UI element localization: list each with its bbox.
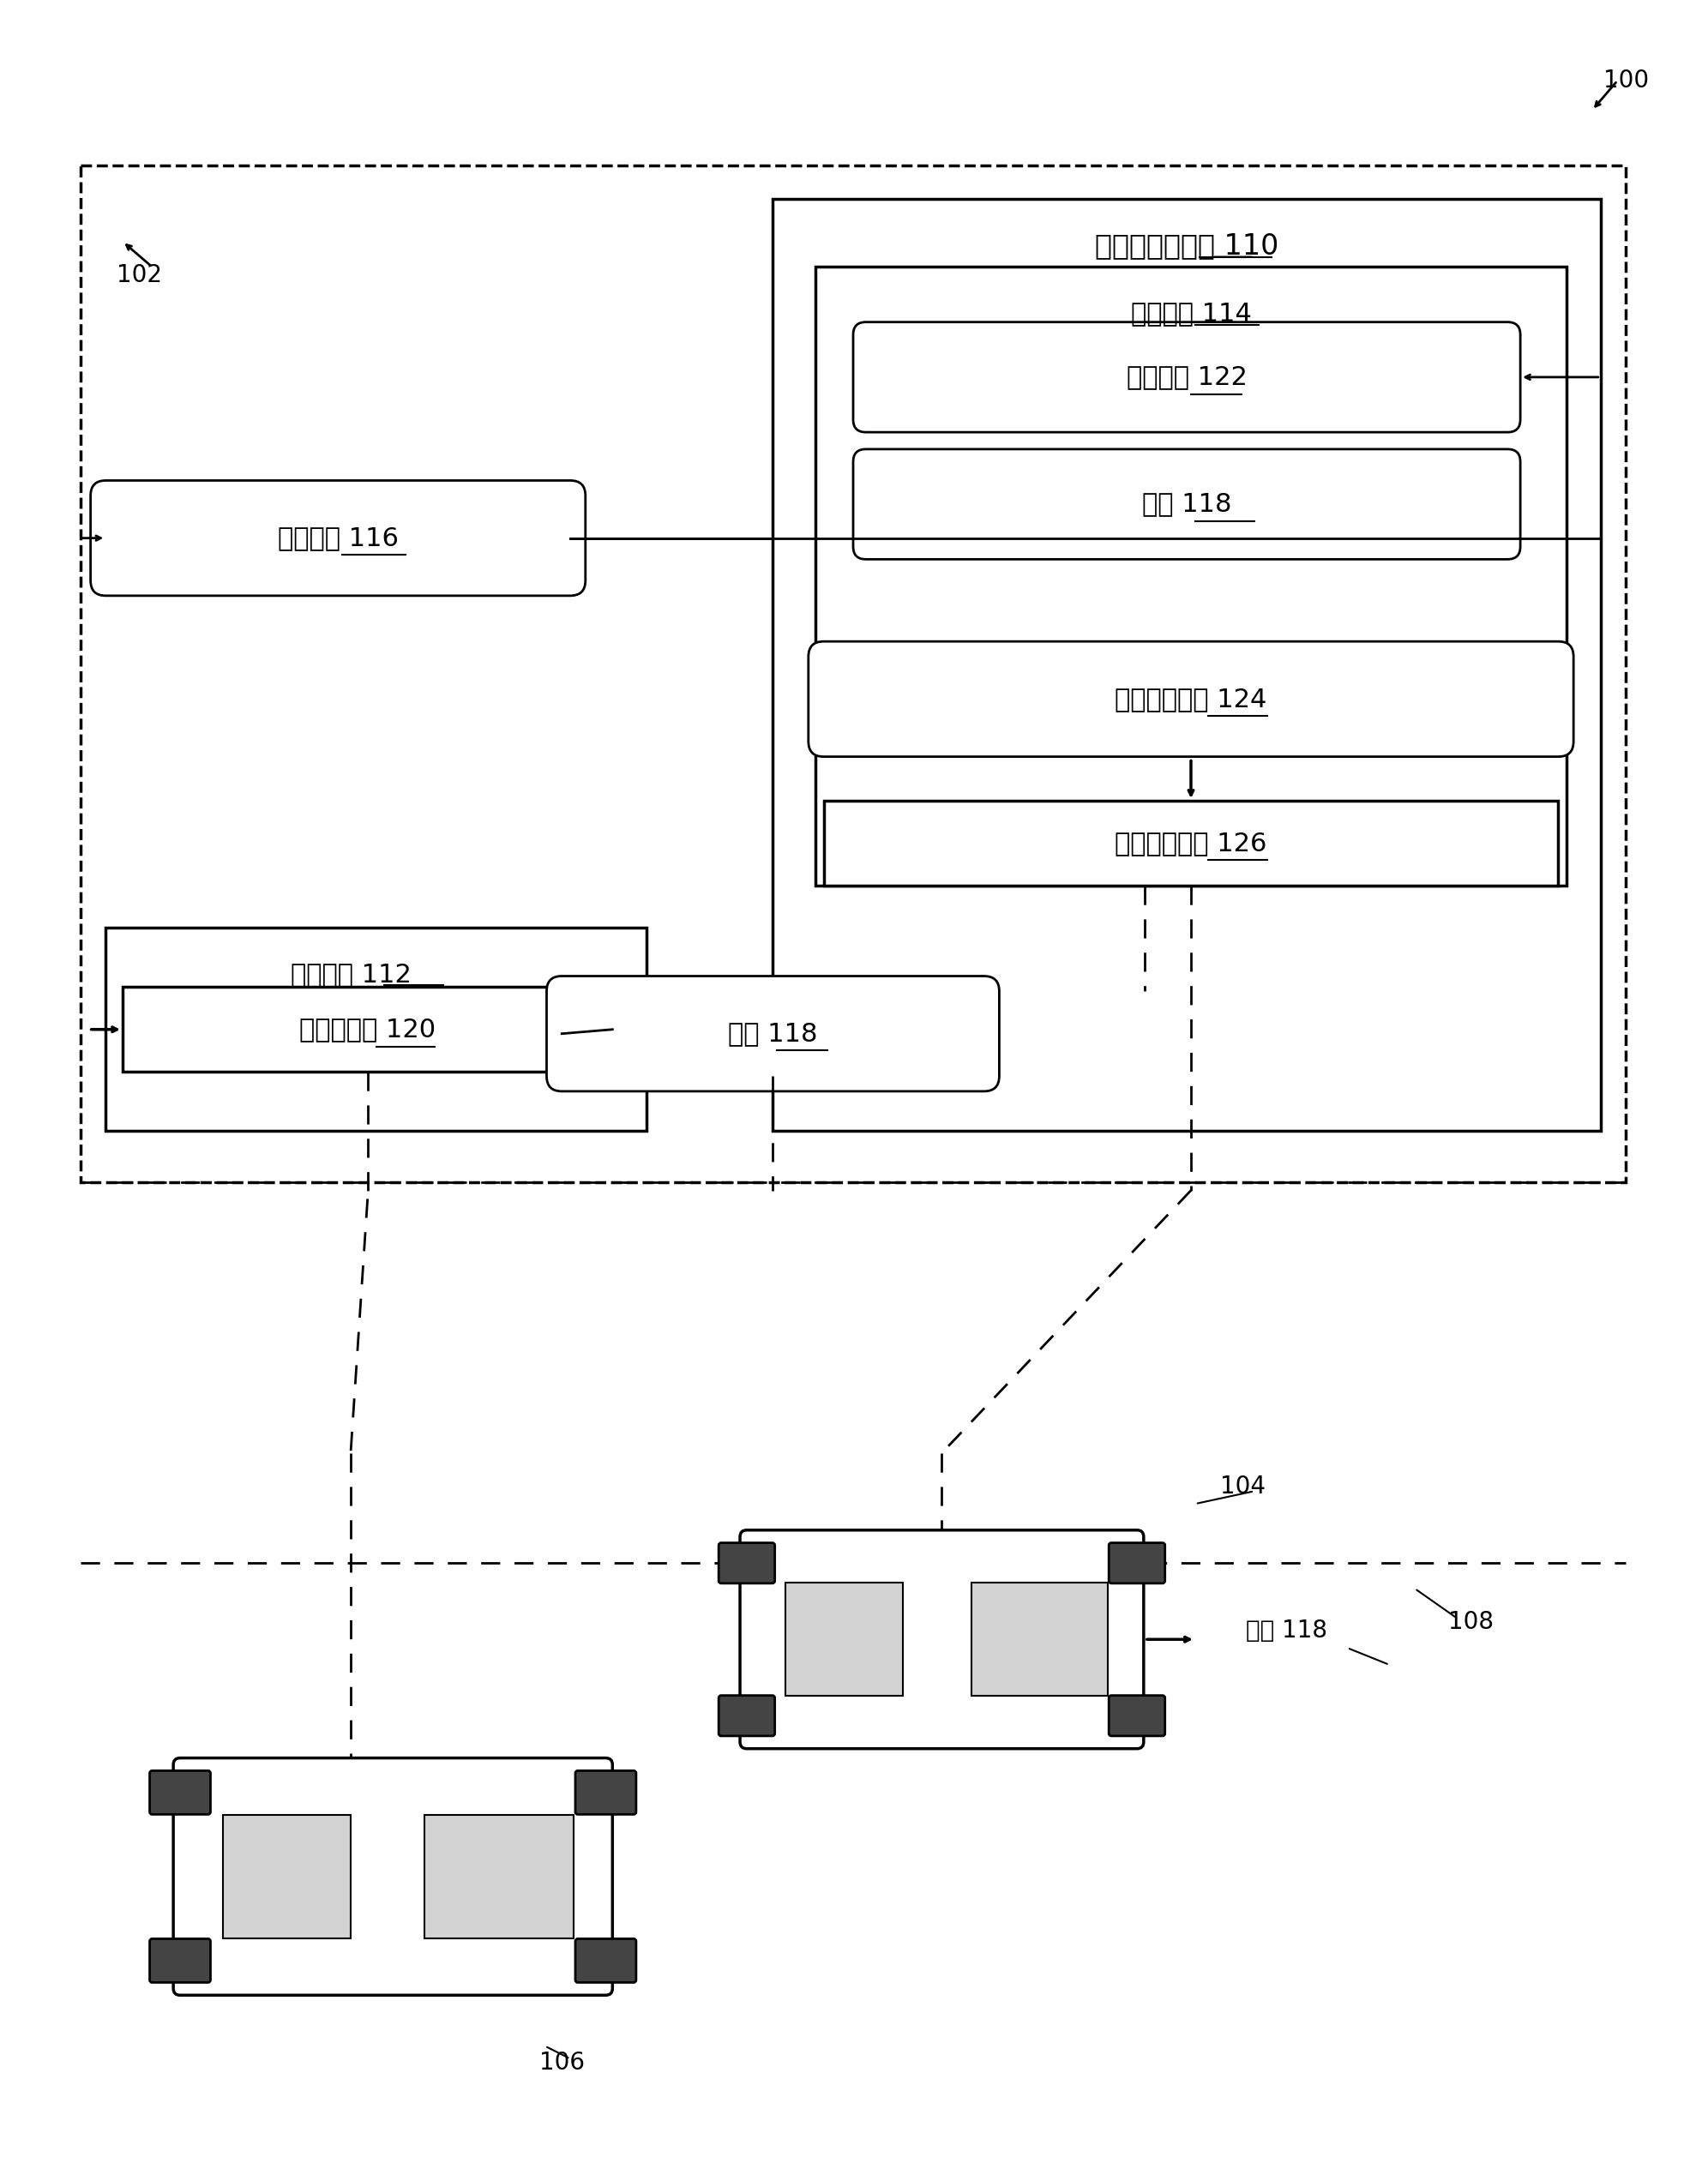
Text: 交通工具组件 126: 交通工具组件 126: [1115, 831, 1267, 855]
Text: 跟踪器模块 120: 跟踪器模块 120: [299, 1017, 436, 1041]
Text: 102: 102: [116, 262, 162, 288]
FancyBboxPatch shape: [808, 642, 1573, 757]
Text: 106: 106: [540, 2052, 584, 2076]
Text: 轨迹请求 116: 轨迹请求 116: [278, 525, 398, 551]
FancyBboxPatch shape: [740, 1529, 1144, 1748]
Text: 主交通工具系统 110: 主交通工具系统 110: [1095, 232, 1279, 260]
Text: 内部轨迹 122: 内部轨迹 122: [1126, 364, 1247, 390]
FancyBboxPatch shape: [576, 1939, 635, 1982]
Bar: [774, 200, 1600, 1130]
FancyBboxPatch shape: [854, 449, 1520, 560]
Bar: [425, 1815, 574, 1939]
Bar: [80, 165, 1626, 1182]
Bar: [123, 987, 613, 1071]
Text: 100: 100: [1604, 69, 1648, 93]
Bar: [222, 1815, 350, 1939]
FancyBboxPatch shape: [1108, 1542, 1165, 1583]
FancyBboxPatch shape: [1108, 1696, 1165, 1735]
Bar: [823, 800, 1558, 885]
Bar: [972, 1583, 1108, 1696]
FancyBboxPatch shape: [91, 482, 586, 596]
Text: 轨迹 118: 轨迹 118: [1143, 492, 1231, 516]
FancyBboxPatch shape: [173, 1759, 613, 1995]
Text: 轨迹 118: 轨迹 118: [1245, 1618, 1327, 1642]
FancyBboxPatch shape: [547, 976, 999, 1091]
FancyBboxPatch shape: [150, 1939, 210, 1982]
Text: 所选择的轨迹 124: 所选择的轨迹 124: [1115, 688, 1267, 711]
FancyBboxPatch shape: [719, 1696, 775, 1735]
Text: 108: 108: [1448, 1609, 1494, 1635]
FancyBboxPatch shape: [854, 321, 1520, 432]
Text: 轨迹 118: 轨迹 118: [728, 1022, 818, 1045]
Text: 远程系统 112: 远程系统 112: [290, 961, 412, 987]
Text: 104: 104: [1221, 1475, 1266, 1499]
FancyBboxPatch shape: [576, 1770, 635, 1815]
Bar: [786, 1583, 904, 1696]
Text: 轨迹模块 114: 轨迹模块 114: [1131, 301, 1252, 325]
Bar: [106, 928, 646, 1130]
FancyBboxPatch shape: [719, 1542, 775, 1583]
Bar: [815, 267, 1566, 885]
FancyBboxPatch shape: [150, 1770, 210, 1815]
